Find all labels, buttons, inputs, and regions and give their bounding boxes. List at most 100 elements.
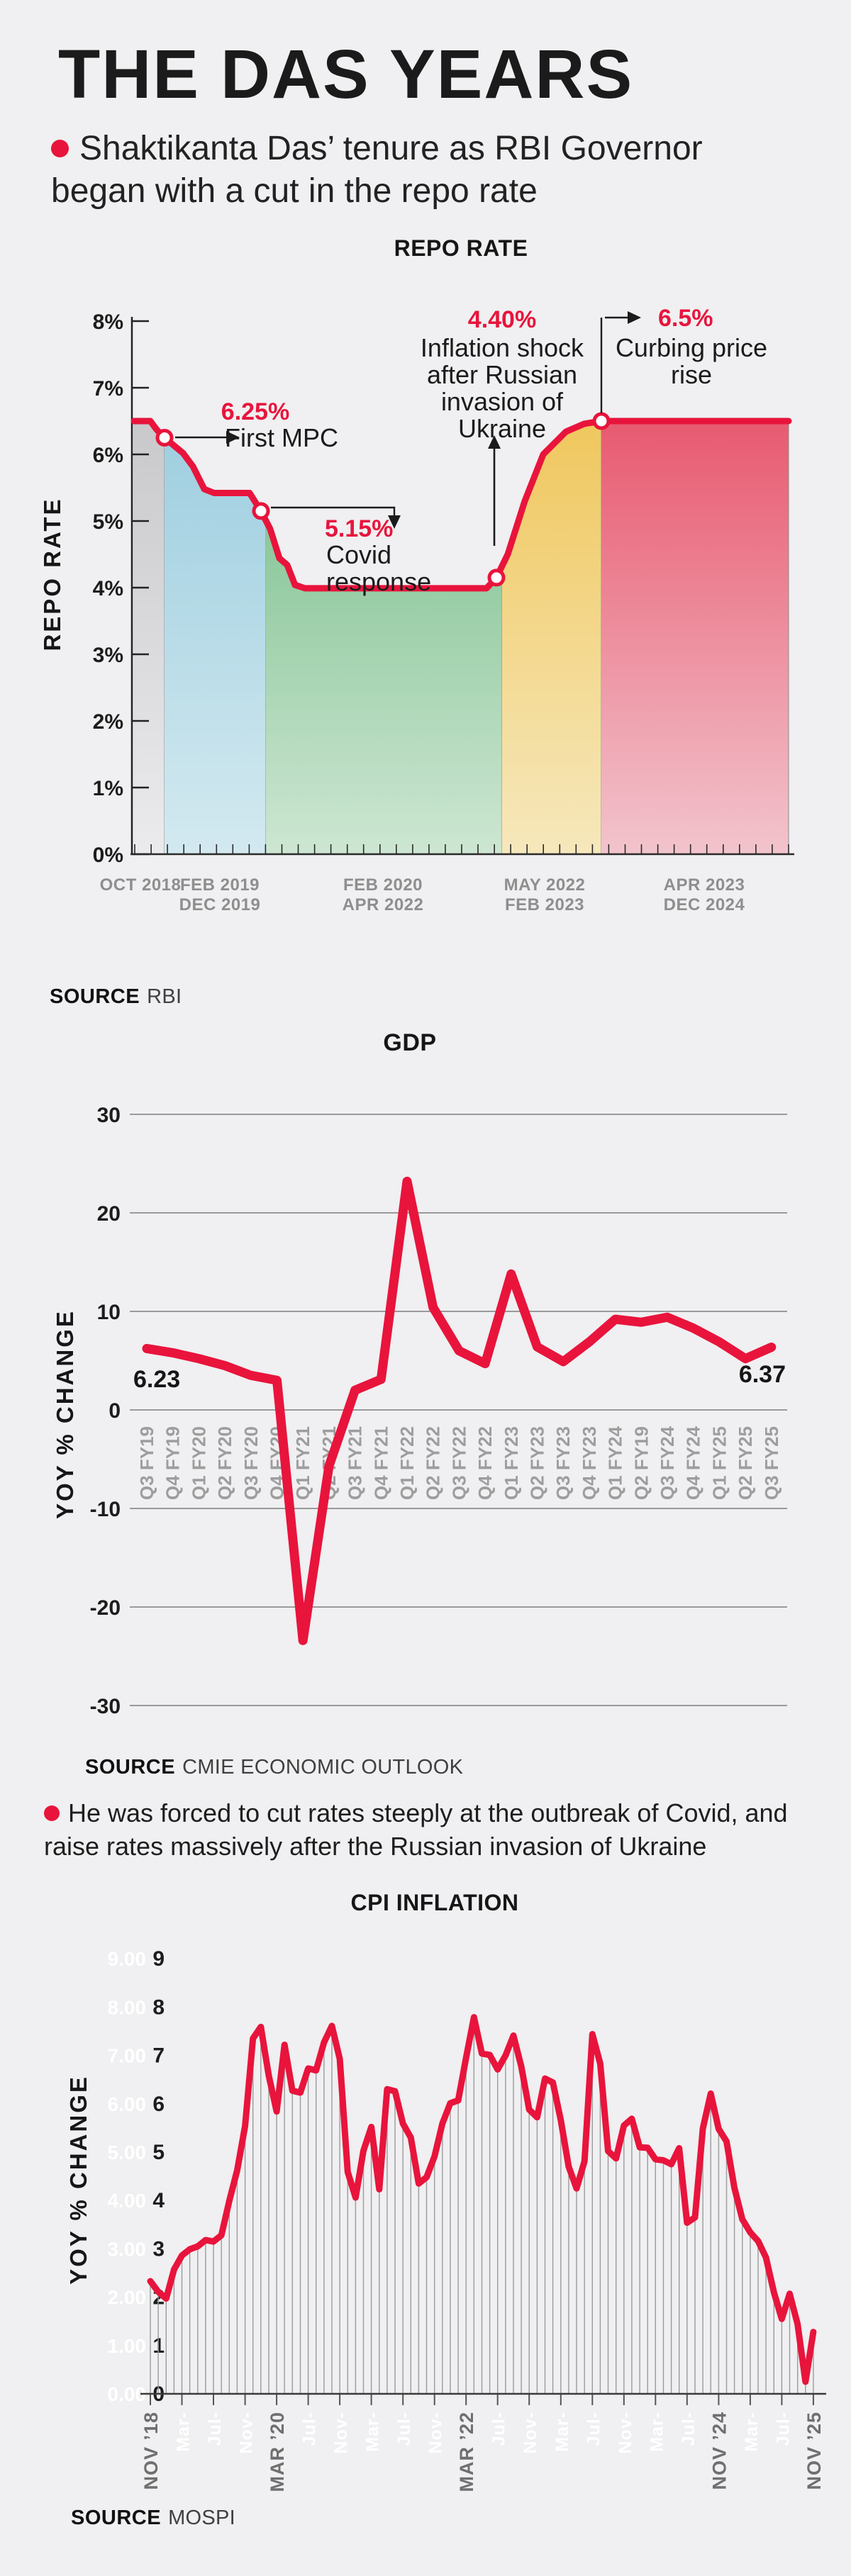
- period-band: [133, 421, 165, 854]
- y-tick-label: -20: [90, 1596, 121, 1620]
- y-tick-label: -10: [90, 1498, 121, 1521]
- x-tick-label: Q2 FY22: [423, 1426, 444, 1500]
- arrowhead-icon: [488, 435, 501, 449]
- y-tick-label: 9: [152, 1947, 165, 1971]
- y-tick-label: 4: [152, 2189, 165, 2212]
- x-tick-label: Mar-: [174, 2412, 194, 2452]
- x-tick-label: Jul-: [489, 2412, 509, 2446]
- annotation-value: 6.5%: [658, 305, 713, 332]
- x-tick-label: Q1 FY25: [708, 1426, 730, 1500]
- x-tick-label: Q4 FY22: [474, 1426, 496, 1500]
- x-tick-label: MAY 2022: [504, 875, 586, 895]
- x-tick-label: MAR ’22: [456, 2412, 477, 2492]
- annotation-text: Curbing price: [616, 333, 767, 362]
- x-tick-label: Jul-: [205, 2412, 225, 2446]
- x-tick-label: Jul-: [300, 2412, 320, 2446]
- gdp-source: SOURCE CMIE ECONOMIC OUTLOOK: [85, 1756, 463, 1779]
- y-tick-label: 7%: [93, 377, 123, 401]
- end-value-label: 6.37: [739, 1361, 786, 1388]
- x-tick-label: Jul-: [394, 2412, 414, 2446]
- gdp-source-label: SOURCE: [85, 1756, 176, 1779]
- x-tick-label: Nov-: [426, 2412, 446, 2454]
- annotation-value: 6.25%: [221, 398, 289, 425]
- annotation-text: rise: [671, 360, 712, 389]
- data-point-marker: [592, 412, 611, 430]
- arrowhead-icon: [388, 515, 401, 529]
- x-tick-label: NOV ’24: [708, 2412, 730, 2490]
- y-tick-label: 7: [152, 2044, 165, 2068]
- x-tick-label: APR 2022: [343, 895, 424, 914]
- annotation-text: after Russian: [427, 360, 577, 389]
- gdp-chart-title: GDP: [383, 1029, 437, 1056]
- y-tick-label-light: 9.00: [108, 1948, 147, 1970]
- x-tick-label: Jul-: [679, 2412, 699, 2446]
- x-tick-label: DEC 2024: [664, 895, 745, 914]
- x-tick-label: Q2 FY19: [630, 1426, 652, 1500]
- y-tick-label: 3: [152, 2237, 165, 2261]
- annotation-text: Covid: [326, 540, 391, 569]
- cpi-line: [147, 2014, 817, 2385]
- y-tick-label: 0%: [93, 844, 123, 867]
- y-tick-label: 8: [152, 1995, 165, 2019]
- x-tick-label: Q1 FY23: [501, 1426, 522, 1500]
- start-value-label: 6.23: [133, 1366, 180, 1393]
- x-tick-label: Q2 FY20: [214, 1426, 235, 1500]
- x-tick-label: FEB 2023: [505, 895, 584, 914]
- x-tick-label: Q3 FY25: [761, 1426, 782, 1500]
- y-tick-label: -30: [90, 1695, 121, 1718]
- repo-rate-chart: 8% 7% 6% 5% 4% 3% 2% 1% 0% 6.25%First MPC 5.15%Cov…: [39, 305, 794, 914]
- arrowhead-icon: [628, 311, 641, 324]
- cpi-chart-title: CPI INFLATION: [350, 1890, 519, 1915]
- y-tick-label: 6: [152, 2093, 165, 2116]
- y-tick-label-light: 7.00: [108, 2045, 147, 2067]
- period-band: [502, 421, 601, 854]
- data-point-marker: [252, 502, 270, 520]
- data-point-marker: [155, 429, 174, 447]
- x-tick-label: Jul-: [773, 2412, 793, 2446]
- arrowhead-icon: [226, 431, 240, 444]
- annotation-text: invasion of: [441, 387, 564, 416]
- x-tick-label: Jul-: [584, 2412, 604, 2446]
- repo-source: SOURCE RBI: [50, 985, 182, 1009]
- x-tick-label: Nov-: [331, 2412, 351, 2454]
- x-tick-label: Q1 FY20: [188, 1426, 209, 1500]
- commentary: He was forced to cut rates steeply at th…: [44, 1796, 838, 1863]
- cpi-source-value: MOSPI: [168, 2507, 236, 2529]
- x-tick-label: Q2 FY23: [527, 1426, 548, 1500]
- cpi-source: SOURCE MOSPI: [71, 2507, 235, 2530]
- y-tick-label-light: 2.00: [108, 2287, 147, 2309]
- y-tick-label-light: 3.00: [108, 2238, 147, 2260]
- repo-rate-line: [130, 418, 792, 592]
- annotation-text: First MPC: [225, 423, 338, 452]
- x-tick-label: DEC 2019: [179, 895, 261, 914]
- annotation-text: response: [326, 567, 431, 596]
- annotation-arrow: [271, 506, 396, 516]
- commentary-line1: He was forced to cut rates steeply at th…: [68, 1798, 788, 1827]
- x-tick-label: Q1 FY24: [605, 1426, 626, 1500]
- y-tick-label: 20: [97, 1202, 121, 1226]
- x-tick-label: Q4 FY23: [579, 1426, 600, 1500]
- x-tick-label: Nov-: [616, 2412, 635, 2454]
- y-tick-label-light: 4.00: [108, 2190, 147, 2212]
- y-tick-label: 3%: [93, 644, 123, 667]
- y-tick-label-light: 0.00: [108, 2383, 147, 2405]
- x-tick-label: Q2 FY25: [735, 1426, 756, 1500]
- y-tick-label-light: 6.00: [108, 2093, 147, 2115]
- y-tick-label: 6%: [93, 444, 123, 467]
- gdp-source-value: CMIE ECONOMIC OUTLOOK: [182, 1756, 464, 1779]
- y-tick-label: 2%: [93, 710, 123, 734]
- x-tick-label: Mar-: [552, 2412, 572, 2452]
- gdp-line: [142, 1177, 777, 1645]
- y-tick-label: 10: [97, 1301, 121, 1324]
- y-axis-title: YOY % CHANGE: [65, 2075, 91, 2285]
- annotation-value: 4.40%: [468, 306, 536, 333]
- page-subtitle: Shaktikanta Das’ tenure as RBI Governor b…: [51, 128, 824, 213]
- y-axis-title: YOY % CHANGE: [52, 1309, 78, 1519]
- x-tick-label: Nov-: [237, 2412, 257, 2454]
- data-point-marker: [487, 569, 506, 587]
- y-tick-label: 8%: [93, 310, 123, 334]
- x-tick-label: Q4 FY19: [162, 1426, 184, 1500]
- y-tick-label-light: 1.00: [108, 2335, 147, 2357]
